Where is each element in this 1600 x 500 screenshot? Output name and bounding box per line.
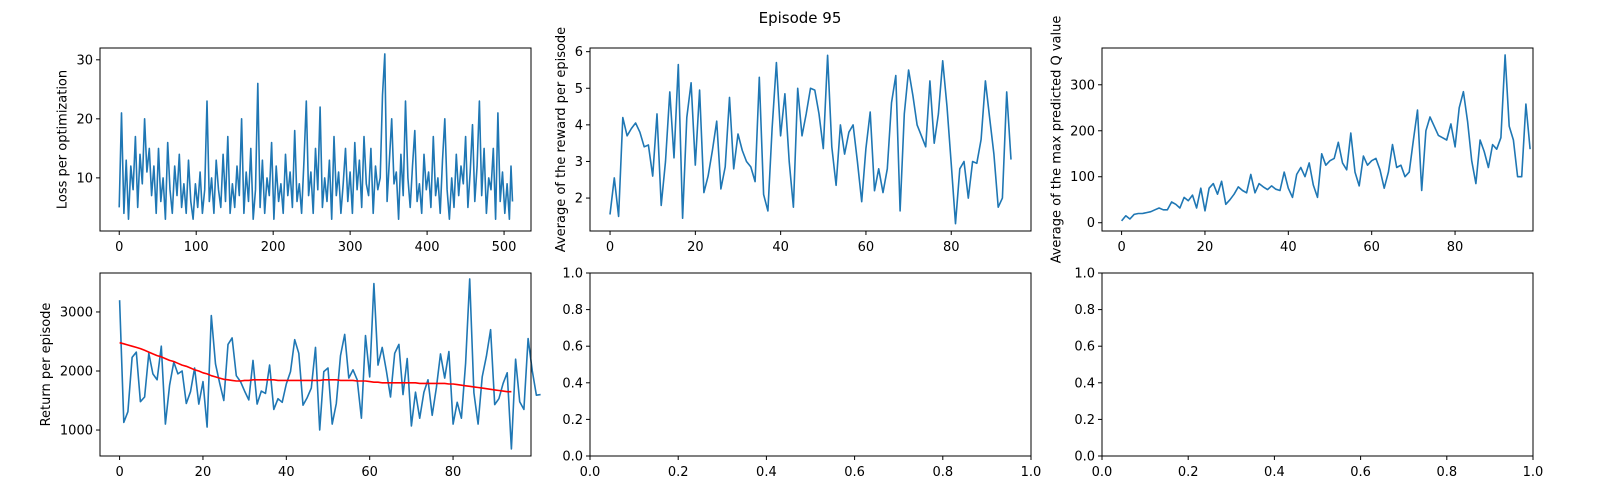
y-tick-label-empty1: 0.4 <box>562 376 583 391</box>
x-tick-label-return: 40 <box>278 465 295 480</box>
y-tick-label-qvalue: 200 <box>1070 124 1095 139</box>
axes-reward: 0 20 40 60 80 2 3 4 5 6 Average of the reward per … <box>554 27 1032 255</box>
y-tick-label-empty2: 0.0 <box>1074 450 1095 465</box>
x-tick-label-loss: 400 <box>415 240 440 255</box>
x-tick-label-qvalue: 40 <box>1280 240 1297 255</box>
y-tick-label-qvalue: 0 <box>1087 216 1095 231</box>
x-tick-label-loss: 200 <box>261 240 286 255</box>
series-line-qvalue-0 <box>1120 54 1531 222</box>
y-tick-label-empty2: 0.4 <box>1074 376 1095 391</box>
x-tick-label-empty1: 0.4 <box>756 465 777 480</box>
x-tick-label-empty2: 1.0 <box>1523 465 1544 480</box>
y-tick-label-qvalue: 100 <box>1070 170 1095 185</box>
y-axis-label-return: Return per episode <box>39 303 54 427</box>
y-tick-label-reward: 6 <box>575 45 583 60</box>
x-tick-label-reward: 60 <box>858 240 875 255</box>
x-tick-label-loss: 500 <box>492 240 517 255</box>
x-tick-label-empty2: 0.4 <box>1264 465 1285 480</box>
y-tick-label-empty2: 0.2 <box>1074 413 1095 428</box>
y-tick-label-empty2: 0.6 <box>1074 340 1095 355</box>
axes-qvalue: 0 20 40 60 80 0 100 200 300 Average of the max pr… <box>1049 16 1534 264</box>
y-tick-label-empty1: 0.8 <box>562 303 583 318</box>
y-tick-label-reward: 5 <box>575 82 583 97</box>
y-tick-label-return: 2000 <box>60 364 93 379</box>
x-tick-label-reward: 80 <box>943 240 960 255</box>
x-tick-label-empty2: 0.6 <box>1350 465 1371 480</box>
y-tick-label-empty2: 0.8 <box>1074 303 1095 318</box>
x-tick-label-qvalue: 20 <box>1197 240 1214 255</box>
y-tick-label-loss: 30 <box>76 53 93 68</box>
y-axis-label-reward: Average of the reward per episode <box>554 27 569 252</box>
axes-loss: 0 100 200 300 400 500 10 20 30 Loss per optimizat… <box>56 47 532 255</box>
x-tick-label-qvalue: 80 <box>1447 240 1464 255</box>
x-tick-label-reward: 40 <box>772 240 789 255</box>
y-tick-label-return: 1000 <box>60 424 93 439</box>
series-line-return-1 <box>119 341 512 393</box>
x-tick-label-reward: 0 <box>606 240 614 255</box>
x-tick-label-loss: 100 <box>184 240 209 255</box>
y-tick-label-empty1: 0.0 <box>562 450 583 465</box>
x-tick-label-empty1: 0.8 <box>932 465 953 480</box>
y-tick-label-empty1: 1.0 <box>562 267 583 282</box>
x-tick-label-qvalue: 0 <box>1117 240 1125 255</box>
x-tick-label-return: 60 <box>361 465 378 480</box>
axes-frame-empty1 <box>589 272 1032 457</box>
y-axis-label-qvalue: Average of the max predicted Q value <box>1049 16 1064 264</box>
y-tick-label-loss: 10 <box>76 171 93 186</box>
axes-frame-loss <box>99 47 532 232</box>
series-line-loss-0 <box>118 53 514 220</box>
y-tick-label-reward: 2 <box>575 192 583 207</box>
x-tick-label-qvalue: 60 <box>1363 240 1380 255</box>
y-tick-label-loss: 20 <box>76 112 93 127</box>
axes-frame-return <box>99 272 532 457</box>
y-tick-label-reward: 3 <box>575 155 583 170</box>
x-tick-label-reward: 20 <box>687 240 704 255</box>
x-tick-label-empty2: 0.2 <box>1178 465 1199 480</box>
axes-empty1: 0.0 0.2 0.4 0.6 0.8 1.0 0.0 0.2 0.4 0.6 0.8 1.0 <box>562 267 1041 481</box>
x-tick-label-empty1: 0.2 <box>668 465 689 480</box>
y-tick-label-reward: 4 <box>575 118 583 133</box>
axes-return: 0 20 40 60 80 1000 2000 3000 Return per episode <box>39 272 541 480</box>
y-tick-label-qvalue: 300 <box>1070 78 1095 93</box>
y-tick-label-return: 3000 <box>60 305 93 320</box>
x-tick-label-return: 80 <box>445 465 462 480</box>
x-tick-label-return: 0 <box>115 465 123 480</box>
x-tick-label-return: 20 <box>195 465 212 480</box>
series-line-reward-0 <box>609 54 1012 225</box>
axes-frame-empty2 <box>1101 272 1534 457</box>
x-tick-label-empty2: 0.0 <box>1092 465 1113 480</box>
axes-frame-qvalue <box>1101 47 1534 232</box>
x-tick-label-empty2: 0.8 <box>1436 465 1457 480</box>
y-axis-label-loss: Loss per optimization <box>56 70 71 209</box>
axes-empty2: 0.0 0.2 0.4 0.6 0.8 1.0 0.0 0.2 0.4 0.6 0.8 1.0 <box>1074 267 1543 481</box>
x-tick-label-empty1: 1.0 <box>1021 465 1042 480</box>
y-tick-label-empty2: 1.0 <box>1074 267 1095 282</box>
x-tick-label-empty1: 0.6 <box>844 465 865 480</box>
axes-frame-reward <box>589 47 1032 232</box>
y-tick-label-empty1: 0.6 <box>562 340 583 355</box>
x-tick-label-loss: 0 <box>115 240 123 255</box>
x-tick-label-empty1: 0.0 <box>580 465 601 480</box>
y-tick-label-empty1: 0.2 <box>562 413 583 428</box>
x-tick-label-loss: 300 <box>338 240 363 255</box>
series-line-return-0 <box>118 278 541 450</box>
figure-title: Episode 95 <box>759 9 842 27</box>
